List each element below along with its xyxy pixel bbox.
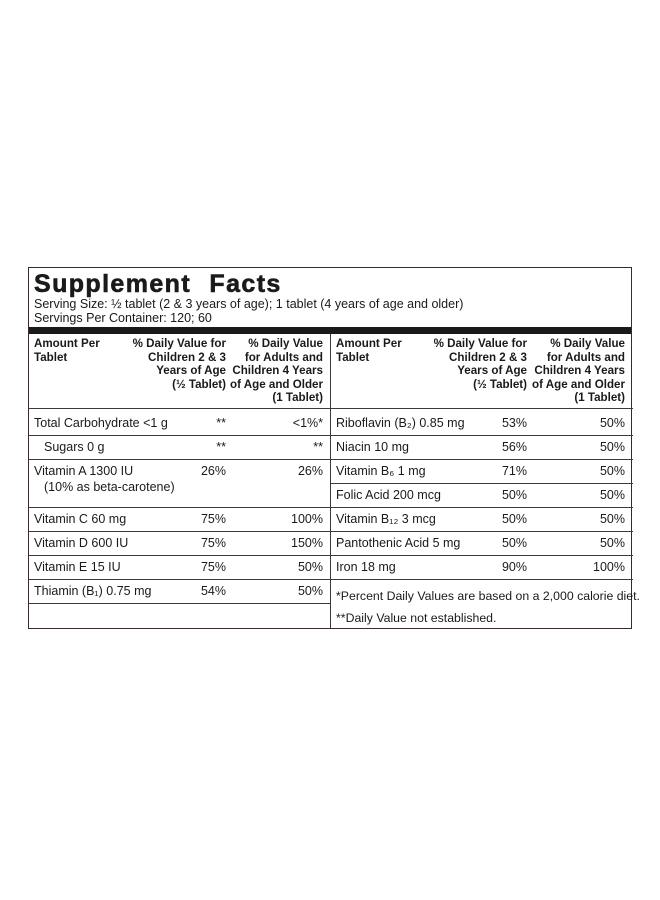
daily-value-children: 26% bbox=[200, 464, 226, 478]
footnote: *Percent Daily Values are based on a 2,0… bbox=[336, 589, 640, 603]
daily-value-children: 53% bbox=[501, 416, 527, 430]
nutrient-name: Sugars 0 g bbox=[44, 440, 105, 454]
daily-value-adults: 100% bbox=[291, 512, 323, 526]
row-rule bbox=[29, 507, 330, 508]
daily-value-children: 50% bbox=[501, 536, 527, 550]
column-header: Amount Per bbox=[34, 337, 100, 350]
column-header: of Age and Older bbox=[230, 377, 323, 391]
column-header: % Daily Value bbox=[550, 337, 625, 350]
nutrient-name: Thiamin (B₁) 0.75 mg bbox=[34, 584, 152, 598]
row-rule bbox=[331, 555, 633, 556]
daily-value-children: 75% bbox=[200, 512, 226, 526]
column-header: (½ Tablet) bbox=[172, 377, 226, 391]
row-rule bbox=[331, 483, 633, 484]
nutrient-name: Vitamin B₆ 1 mg bbox=[336, 464, 426, 478]
row-rule bbox=[29, 459, 330, 460]
daily-value-children: 75% bbox=[200, 536, 226, 550]
column-header: % Daily Value for bbox=[433, 337, 527, 350]
header-rule bbox=[331, 408, 633, 409]
column-divider bbox=[330, 334, 331, 628]
nutrient-name: Vitamin D 600 IU bbox=[34, 536, 129, 550]
column-header: Children 4 Years bbox=[534, 364, 625, 377]
daily-value-children: 90% bbox=[501, 560, 527, 574]
row-rule bbox=[331, 531, 633, 532]
serving-size: Serving Size: ½ tablet (2 & 3 years of a… bbox=[34, 297, 464, 311]
row-rule bbox=[331, 459, 633, 460]
servings-per-container: Servings Per Container: 120; 60 bbox=[34, 311, 212, 325]
column-header: % Daily Value for bbox=[132, 337, 226, 350]
nutrient-name: Total Carbohydrate <1 g bbox=[34, 416, 168, 430]
column-header: % Daily Value bbox=[248, 337, 323, 350]
column-header: Children 2 & 3 bbox=[148, 350, 226, 364]
daily-value-adults: ** bbox=[313, 440, 323, 454]
daily-value-children: ** bbox=[216, 416, 226, 430]
row-rule bbox=[29, 555, 330, 556]
column-header: Children 4 Years bbox=[232, 364, 323, 377]
daily-value-adults: 50% bbox=[297, 560, 323, 574]
column-header: (1 Tablet) bbox=[574, 391, 625, 404]
nutrient-note: (10% as beta-carotene) bbox=[44, 480, 175, 494]
nutrient-name: Vitamin E 15 IU bbox=[34, 560, 121, 574]
daily-value-adults: 150% bbox=[291, 536, 323, 550]
header-rule bbox=[29, 408, 330, 409]
row-rule bbox=[29, 531, 330, 532]
nutrient-name: Vitamin C 60 mg bbox=[34, 512, 127, 526]
daily-value-adults: 100% bbox=[593, 560, 625, 574]
nutrient-name: Vitamin B₁₂ 3 mcg bbox=[336, 512, 436, 526]
label-title: Supplement Facts bbox=[34, 270, 282, 299]
row-rule bbox=[331, 579, 633, 580]
nutrient-name: Folic Acid 200 mcg bbox=[336, 488, 441, 502]
row-rule bbox=[29, 435, 330, 436]
column-header: of Age and Older bbox=[532, 377, 625, 391]
nutrient-name: Riboflavin (B₂) 0.85 mg bbox=[336, 416, 465, 430]
nutrient-name: Iron 18 mg bbox=[336, 560, 396, 574]
column-header: Amount Per bbox=[336, 337, 402, 350]
daily-value-children: 50% bbox=[501, 488, 527, 502]
nutrient-name: Vitamin A 1300 IU bbox=[34, 464, 134, 478]
column-header: Children 2 & 3 bbox=[449, 350, 527, 364]
daily-value-adults: 50% bbox=[599, 464, 625, 478]
nutrient-name: Pantothenic Acid 5 mg bbox=[336, 536, 461, 550]
daily-value-children: 71% bbox=[501, 464, 527, 478]
column-header: Tablet bbox=[34, 350, 68, 364]
column-header: (½ Tablet) bbox=[473, 377, 527, 391]
column-header: Tablet bbox=[336, 350, 370, 364]
daily-value-adults: 50% bbox=[599, 488, 625, 502]
daily-value-adults: 50% bbox=[599, 440, 625, 454]
thick-rule bbox=[29, 327, 631, 334]
daily-value-children: ** bbox=[216, 440, 226, 454]
daily-value-adults: <1%* bbox=[292, 416, 323, 430]
daily-value-adults: 50% bbox=[599, 536, 625, 550]
nutrient-name: Niacin 10 mg bbox=[336, 440, 409, 454]
row-rule bbox=[331, 435, 633, 436]
daily-value-adults: 50% bbox=[599, 512, 625, 526]
daily-value-children: 50% bbox=[501, 512, 527, 526]
daily-value-children: 54% bbox=[200, 584, 226, 598]
daily-value-children: 75% bbox=[200, 560, 226, 574]
supplement-facts-label: Supplement Facts Serving Size: ½ tablet … bbox=[28, 267, 640, 629]
daily-value-adults: 50% bbox=[599, 416, 625, 430]
column-header: for Adults and bbox=[244, 350, 323, 364]
footnote: **Daily Value not established. bbox=[336, 611, 497, 625]
column-header: Years of Age bbox=[457, 364, 527, 377]
column-header: for Adults and bbox=[546, 350, 625, 364]
daily-value-adults: 50% bbox=[297, 584, 323, 598]
column-header: Years of Age bbox=[156, 364, 226, 377]
daily-value-adults: 26% bbox=[297, 464, 323, 478]
row-rule bbox=[331, 507, 633, 508]
daily-value-children: 56% bbox=[501, 440, 527, 454]
row-rule bbox=[29, 579, 330, 580]
column-header: (1 Tablet) bbox=[272, 391, 323, 404]
row-rule bbox=[29, 603, 330, 604]
